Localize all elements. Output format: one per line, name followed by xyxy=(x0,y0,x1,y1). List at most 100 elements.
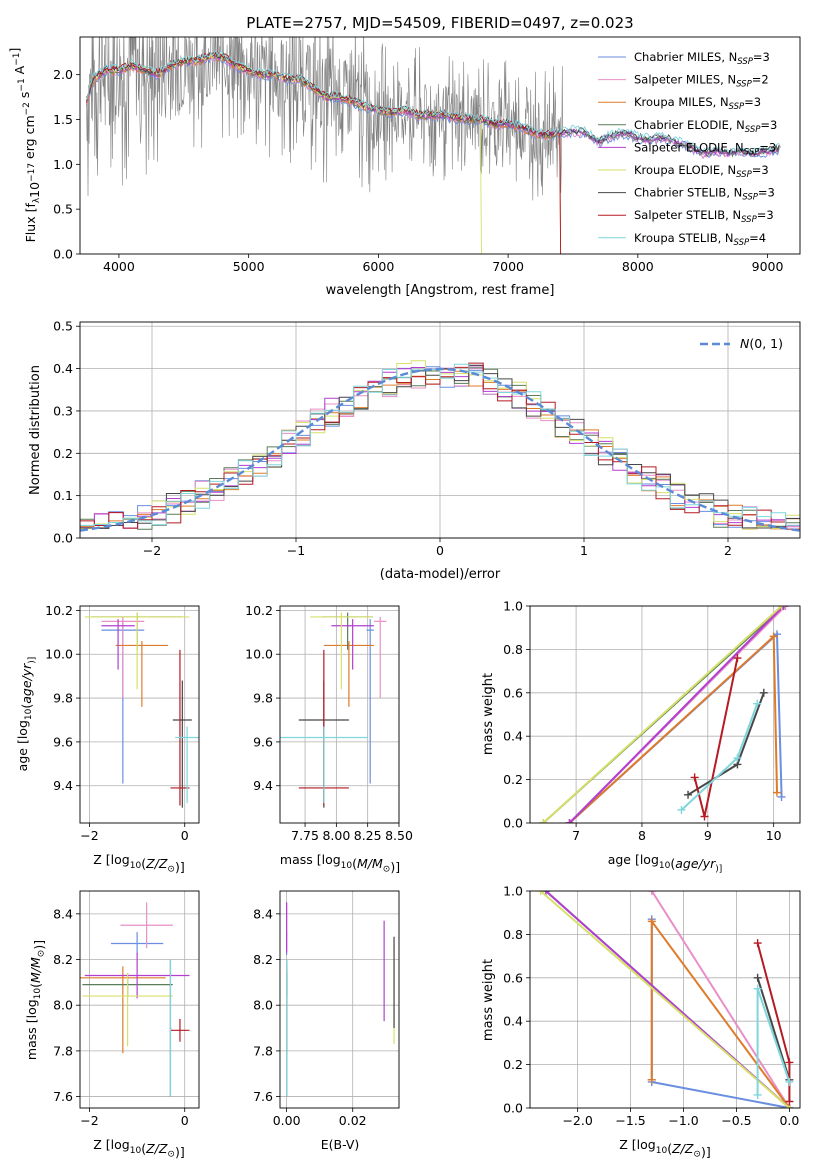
x-axis-label-part: Z/Z xyxy=(145,1141,168,1156)
axes-frame xyxy=(529,605,801,824)
plot-area xyxy=(84,612,199,808)
legend-entry-nssp: =3 xyxy=(744,95,761,109)
legend-entry-name: Chabrier STELIB, N xyxy=(634,186,742,200)
y-tick-label: 9.8 xyxy=(253,691,273,706)
x-axis-label-part: 10 xyxy=(130,1146,142,1156)
x-tick-label: 2 xyxy=(724,543,732,558)
y-axis-label-part: −17 xyxy=(27,163,37,182)
legend-entry-sub: SSP xyxy=(742,193,758,203)
y-axis-label-part: age [log xyxy=(15,720,30,771)
legend-entry-normal: N(0, 1) xyxy=(740,336,783,351)
weight-point xyxy=(753,1090,762,1099)
y-axis-label-part: −2 xyxy=(22,102,32,115)
y-axis-label-part: s xyxy=(17,92,32,103)
x-axis-label-part: ( xyxy=(352,856,357,871)
x-axis-label-part: 10 xyxy=(659,861,671,871)
legend-entry-name: Salpeter MILES, N xyxy=(634,73,736,87)
y-tick-label: 9.4 xyxy=(53,778,73,793)
y-tick-label: 1.5 xyxy=(53,112,73,127)
y-axis-label-part: −1 xyxy=(12,53,22,66)
legend-entry-nssp: =3 xyxy=(760,118,777,132)
x-tick-label: −1.0 xyxy=(668,1113,698,1128)
x-axis-label-part: Z [log xyxy=(93,852,129,867)
x-tick-label: −2.0 xyxy=(562,1113,592,1128)
y-tick-label: 8.4 xyxy=(53,906,73,921)
x-axis-label-part: age [log xyxy=(608,852,659,867)
weight-point xyxy=(777,792,786,801)
x-tick-label: 0.0 xyxy=(779,1113,799,1128)
y-axis-label-part: −1 xyxy=(17,78,27,91)
x-axis-label: Z [log10(Z/Z⊙)] xyxy=(619,1137,710,1160)
figure-title: PLATE=2757, MJD=54509, FIBERID=0497, z=0… xyxy=(246,14,633,32)
legend-entry-name: Chabrier MILES, N xyxy=(634,50,737,64)
y-tick-label: 7.8 xyxy=(53,1043,73,1058)
y-tick-label: 10.2 xyxy=(245,603,273,618)
y-tick-label: 9.8 xyxy=(53,691,73,706)
x-tick-label: 7.75 xyxy=(291,828,319,843)
x-tick-label: 9000 xyxy=(752,259,784,274)
x-axis-label-part: )] xyxy=(175,1145,185,1160)
y-axis-label: Flux [fλ10−17 erg cm−2 s−1 A−1] xyxy=(7,48,42,243)
y-tick-label: 8.4 xyxy=(253,906,273,921)
weight-line xyxy=(756,942,791,1102)
y-tick-label: 1.0 xyxy=(503,884,523,899)
y-axis-label-part: ( xyxy=(28,983,43,988)
x-tick-label: −0.5 xyxy=(721,1113,751,1128)
x-tick-label: 8.00 xyxy=(322,828,350,843)
y-axis-label-part: 10 xyxy=(24,708,34,720)
histogram-step-8 xyxy=(80,362,800,530)
y-axis-label-part: age/yr xyxy=(19,663,34,704)
legend-entry-name: Kroupa MILES, N xyxy=(634,95,729,109)
legend-entry-sub: SSP xyxy=(744,147,760,157)
x-axis-label-part: M/M xyxy=(357,856,383,871)
y-axis-label: mass weight xyxy=(481,959,496,1041)
x-axis-label: age [log10(age/yr)] xyxy=(608,852,723,875)
legend-entry-name: Salpeter ELODIE, N xyxy=(634,140,744,154)
model-line-9 xyxy=(86,50,780,154)
legend-entry-sub: SSP xyxy=(729,102,745,112)
y-tick-label: 7.6 xyxy=(253,1089,273,1104)
axes-age-Z: −2 09.49.69.810.010.2Z [log10(Z/Z⊙)]age [… xyxy=(15,603,200,875)
legend-entry-nssp: =4 xyxy=(749,231,766,245)
x-axis-label-part: ⊙ xyxy=(693,1150,701,1160)
y-tick-label: 0.4 xyxy=(53,361,73,376)
axes-frame xyxy=(279,890,400,1109)
histogram-step-9 xyxy=(80,363,800,526)
weight-point xyxy=(647,917,656,926)
weight-line xyxy=(680,703,759,811)
x-tick-label: −2 xyxy=(80,828,98,843)
legend-entry-nssp: =2 xyxy=(752,73,769,87)
x-tick-label: 1 xyxy=(580,543,588,558)
y-axis-label: Normed distribution xyxy=(28,365,43,495)
y-tick-label: 1.0 xyxy=(53,157,73,172)
x-tick-label: 8 xyxy=(638,828,646,843)
weight-line xyxy=(650,891,791,1108)
y-tick-label: 0.3 xyxy=(53,403,73,418)
y-tick-label: 8.2 xyxy=(253,952,273,967)
x-axis-label-part: age/yr xyxy=(675,856,716,871)
x-axis-label: (data-model)/error xyxy=(380,567,501,582)
legend-entry-sub: SSP xyxy=(736,80,752,90)
plot-area xyxy=(80,902,190,1097)
weight-line xyxy=(756,977,791,1081)
plot-area xyxy=(536,891,794,1108)
weight-point xyxy=(777,606,786,610)
x-axis-label-part: ( xyxy=(141,1141,146,1156)
x-tick-label: 7000 xyxy=(492,259,524,274)
plot-area xyxy=(86,37,781,254)
weight-point xyxy=(700,812,709,821)
x-axis-label-part: ( xyxy=(141,856,146,871)
legend-entry-nssp: =3 xyxy=(753,50,770,64)
x-axis-label-part: Z/Z xyxy=(145,856,168,871)
y-tick-label: 0.2 xyxy=(53,446,73,461)
x-tick-label: 10 xyxy=(766,828,782,843)
y-axis-label-part: mass [log xyxy=(24,999,39,1060)
y-tick-label: 0.5 xyxy=(53,319,73,334)
x-axis-label-part: Z [log xyxy=(619,1137,655,1152)
y-tick-label: 0.6 xyxy=(503,970,523,985)
legend-entry: Chabrier STELIB, NSSP=3 xyxy=(634,186,775,203)
legend-entry: Chabrier ELODIE, NSSP=3 xyxy=(634,118,777,135)
legend-entry: Kroupa MILES, NSSP=3 xyxy=(634,95,761,112)
